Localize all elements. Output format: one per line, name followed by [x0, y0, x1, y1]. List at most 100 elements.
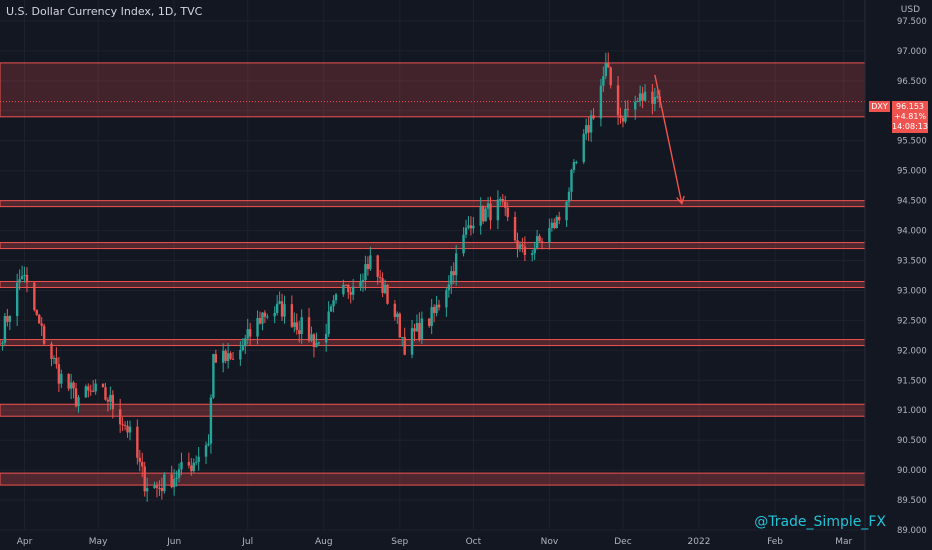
y-tick-label: 93.000 — [897, 286, 927, 296]
candle-body — [170, 474, 173, 488]
y-tick-label: 93.500 — [897, 257, 927, 267]
y-tick-label: 90.500 — [897, 436, 927, 446]
candle-body — [278, 301, 281, 304]
candle-body — [317, 342, 321, 344]
candle-body — [136, 426, 139, 458]
candle-body — [445, 290, 448, 308]
candle-body — [609, 67, 612, 86]
candle-body — [325, 333, 328, 343]
candle-body — [101, 383, 105, 388]
candle-body — [349, 292, 352, 295]
candle-body — [67, 373, 70, 389]
y-tick-label: 90.000 — [897, 466, 927, 476]
price-zone[interactable] — [0, 403, 866, 417]
resistance-support-zones[interactable] — [0, 62, 866, 486]
candle-body — [428, 318, 431, 326]
candle-body — [293, 322, 296, 327]
price-zone[interactable] — [0, 280, 866, 288]
candle-body — [393, 303, 397, 318]
candle-body — [20, 276, 24, 280]
symbol-tag: DXY — [869, 101, 890, 112]
candle-body — [248, 329, 252, 337]
candle-body — [516, 240, 519, 250]
candle-body — [226, 353, 230, 361]
candle-body — [462, 234, 465, 254]
price-zone[interactable] — [0, 242, 866, 250]
candle-body — [52, 357, 56, 359]
candle-body — [386, 284, 389, 304]
candle-body — [413, 328, 416, 332]
time-axis[interactable]: Apr May Jun Jul Aug Sep Oct Nov Dec 2022 Feb Mar — [17, 537, 853, 547]
y-tick-label: 96.500 — [897, 77, 927, 87]
candle-body — [342, 284, 345, 295]
candle-body — [366, 264, 370, 270]
candle-body — [23, 274, 26, 277]
candle-body — [572, 162, 576, 170]
projection-arrow-line[interactable] — [654, 74, 683, 204]
candle-body — [626, 108, 630, 110]
price-zone[interactable] — [0, 339, 866, 347]
candle-body — [535, 236, 539, 248]
candle-body — [501, 199, 504, 202]
candle-body — [523, 246, 527, 255]
y-tick-label: 92.500 — [897, 316, 927, 326]
candle-body — [42, 325, 46, 344]
price-zone[interactable] — [0, 62, 866, 118]
y-tick-label: 97.000 — [897, 47, 927, 57]
candle-body — [295, 322, 298, 331]
candle-body — [454, 253, 458, 276]
candle-body — [555, 216, 558, 229]
candle-body — [332, 300, 335, 307]
candle-body — [111, 394, 115, 410]
x-tick-label: Feb — [767, 537, 783, 547]
candle-body — [38, 314, 41, 324]
candle-body — [361, 279, 365, 282]
candle-body — [327, 311, 330, 334]
candle-body — [344, 284, 348, 286]
candle-body — [538, 236, 541, 242]
candle-body — [540, 241, 544, 243]
candle-body — [570, 169, 573, 192]
candle-body — [329, 306, 333, 312]
candle-body — [190, 465, 193, 472]
candle-body — [153, 485, 156, 489]
candle-body — [484, 208, 487, 222]
candle-body — [143, 466, 146, 492]
candle-body — [550, 222, 554, 229]
candle-body — [109, 394, 112, 402]
y-tick-label: 92.000 — [897, 346, 927, 356]
candle-body — [128, 426, 132, 433]
candle-body — [634, 102, 637, 110]
candle-body — [197, 456, 200, 462]
price-zone[interactable] — [0, 200, 866, 208]
projection-arrow[interactable] — [654, 74, 685, 206]
candle-body — [403, 337, 406, 355]
candle-body — [275, 303, 279, 313]
candle-body — [18, 279, 21, 283]
candle-body — [72, 382, 75, 389]
price-axis[interactable]: 89.000 89.500 90.000 90.500 91.000 91.500 92.0… — [897, 17, 927, 536]
candle-body — [77, 397, 80, 407]
price-zone[interactable] — [0, 472, 866, 486]
candle-body — [121, 424, 124, 426]
candle-body — [548, 228, 551, 243]
candle-body — [410, 328, 414, 355]
candle-body — [624, 108, 627, 122]
y-tick-label: 91.000 — [897, 406, 927, 416]
candle-body — [531, 253, 534, 255]
candle-body — [1, 342, 4, 344]
candle-body — [25, 274, 29, 283]
candle-body — [589, 115, 593, 133]
candle-body — [263, 312, 267, 317]
candle-body — [312, 334, 316, 348]
candle-body — [3, 316, 7, 343]
candle-body — [364, 264, 367, 280]
candle-body — [430, 307, 433, 326]
candle-body — [180, 462, 183, 470]
candle-body — [266, 316, 269, 318]
candle-body — [307, 317, 311, 341]
candle-body — [513, 217, 517, 241]
candle-body — [246, 329, 249, 339]
candle-body — [636, 100, 639, 103]
